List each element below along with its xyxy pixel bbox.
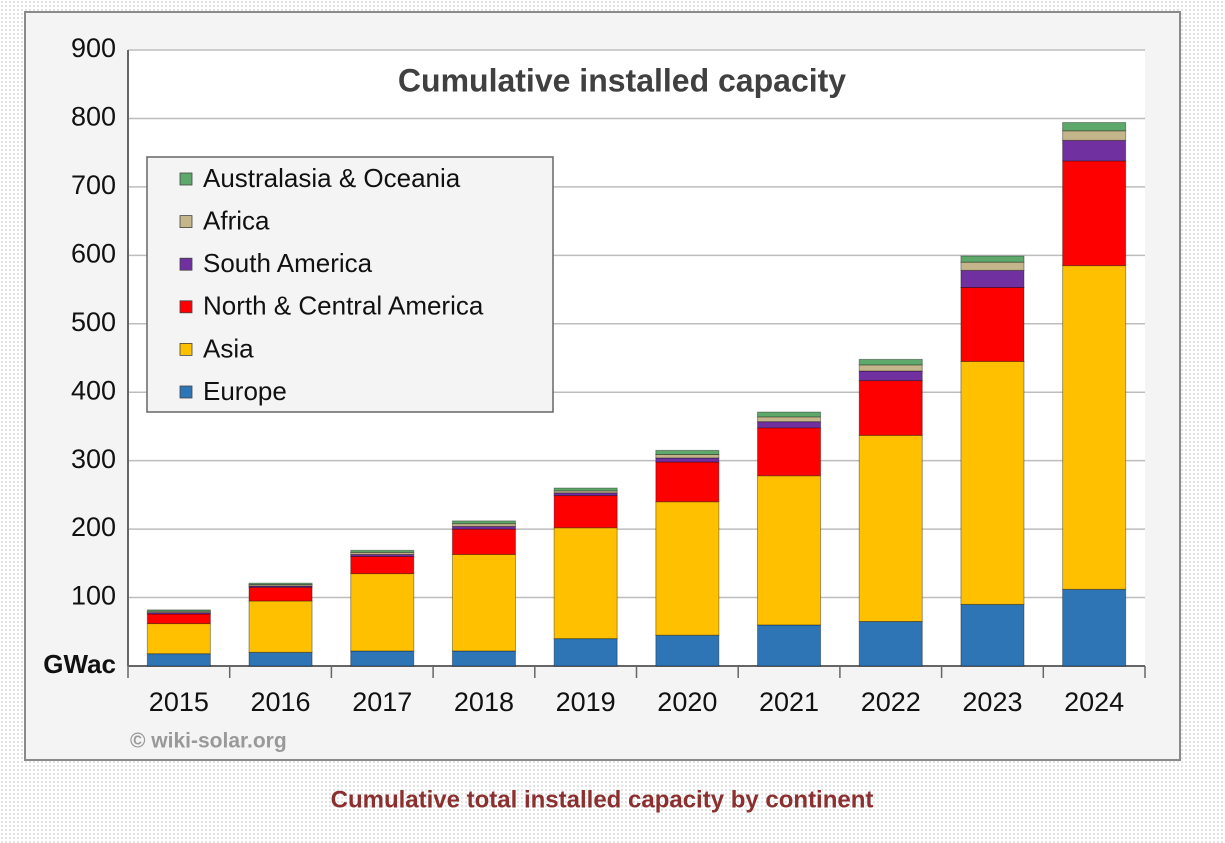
legend: Europe Asia North & Central America South A… [146,156,554,413]
bar-segment [858,380,923,436]
bar-segment [451,528,516,555]
bar-segment [350,650,415,667]
bar-segment [655,449,720,456]
bar-segment [350,555,415,575]
bar-segment [757,624,822,667]
bar-segment [960,269,1025,289]
x-tick-label: 2017 [352,687,412,717]
y-tick-label: 100 [71,581,116,611]
legend-box [146,156,554,413]
legend-label: Asia [203,333,254,363]
bar-segment [553,495,618,529]
bar-segment [1062,588,1127,667]
legend-swatch [179,385,193,399]
bar-segment [146,653,211,667]
bar-segment [350,549,415,553]
legend-label: North & Central America [203,291,484,321]
bar-segment [858,370,923,382]
bar-segment [655,457,720,463]
x-tick-label: 2016 [251,687,311,717]
x-tick-label: 2019 [556,687,616,717]
bar-segment [248,651,313,667]
bar-segment [146,609,211,612]
x-tick-label: 2015 [149,687,209,717]
y-tick-label: 700 [71,170,116,200]
y-tick-label: 800 [71,102,116,132]
bar-segment [1062,130,1127,141]
y-tick-label: 400 [71,375,116,405]
legend-label: South America [203,248,373,278]
y-tick-label: 300 [71,444,116,474]
bar-segment [757,411,822,418]
bar-segment [1062,139,1127,162]
bar-segment [248,586,313,602]
legend-label: Europe [203,376,287,406]
bar-segment [350,573,415,652]
y-tick-label: GWac [43,649,116,679]
caption: Cumulative total installed capacity by c… [331,786,874,813]
chart-title: Cumulative installed capacity [398,62,846,98]
legend-swatch [179,257,193,271]
bar-segment [451,650,516,667]
bar-segment [553,638,618,667]
bar-segment [655,461,720,503]
bar-segment [553,487,618,492]
x-tick-label: 2021 [759,687,819,717]
bar-segment [858,364,923,372]
bar-segment [960,603,1025,667]
bar-segment [757,421,822,429]
y-tick-label: 900 [71,33,116,63]
bar-segment [248,600,313,653]
bar-segment [1062,265,1127,590]
legend-swatch [179,215,193,229]
y-tick-label: 600 [71,238,116,268]
x-tick-label: 2018 [454,687,514,717]
bar-segment [858,358,923,366]
y-tick-label: 200 [71,512,116,542]
bar-segment [655,454,720,459]
legend-swatch [179,300,193,314]
legend-label: Africa [203,205,270,235]
bar-segment [757,416,822,423]
legend-swatch [179,172,193,186]
bar-segment [858,434,923,623]
legend-swatch [179,342,193,356]
legend-label: Australasia & Oceania [203,163,461,193]
bar-segment [1062,160,1127,267]
bar-segment [146,613,211,625]
y-tick-label: 500 [71,307,116,337]
bar-segment [960,255,1025,263]
bars [146,122,1127,667]
bar-segment [451,520,516,525]
bar-segment [858,621,923,667]
bar-segment [960,261,1025,271]
bar-segment [655,634,720,667]
bar-segment [655,501,720,636]
bar-segment [146,623,211,655]
bar-segment [757,475,822,626]
bar-segment [248,582,313,586]
x-tick-label: 2024 [1064,687,1124,717]
x-tick-label: 2020 [657,687,717,717]
x-tick-label: 2023 [962,687,1022,717]
bar-segment [757,427,822,477]
bar-segment [1062,122,1127,132]
x-tick-label: 2022 [861,687,921,717]
bar-segment [960,287,1025,362]
bar-segment [553,527,618,640]
bar-segment [451,553,516,652]
source: © wiki-solar.org [130,730,287,753]
bar-segment [960,360,1025,605]
